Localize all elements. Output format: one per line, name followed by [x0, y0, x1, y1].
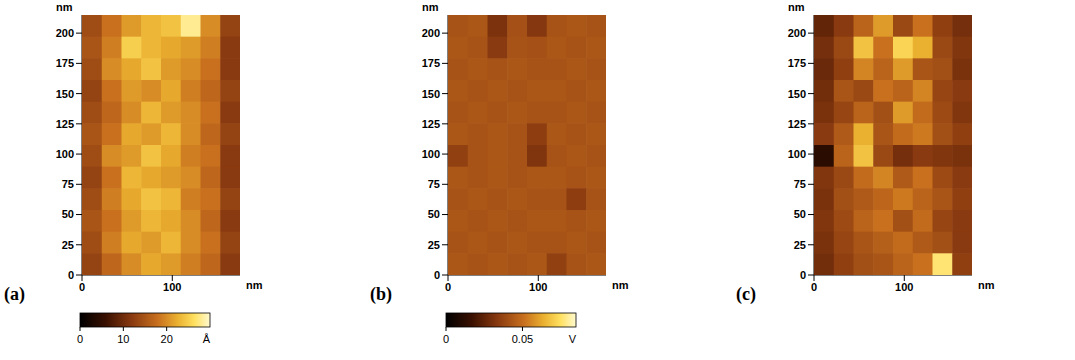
svg-text:20: 20: [161, 333, 173, 345]
svg-text:75: 75: [794, 178, 806, 190]
svg-text:200: 200: [422, 27, 440, 39]
svg-text:175: 175: [422, 57, 440, 69]
svg-text:100: 100: [56, 148, 74, 160]
html-text:(b): (b): [370, 284, 392, 304]
html-text:nm: nm: [612, 279, 629, 291]
svg-text:0: 0: [800, 269, 806, 281]
svg-text:0: 0: [68, 269, 74, 281]
svg-text:50: 50: [428, 208, 440, 220]
svg-text:25: 25: [62, 239, 74, 251]
svg-text:Å: Å: [203, 333, 211, 345]
svg-text:0: 0: [445, 281, 451, 293]
html-text:nm: nm: [56, 1, 73, 13]
svg-text:0: 0: [434, 269, 440, 281]
svg-text:125: 125: [788, 118, 806, 130]
svg-text:150: 150: [56, 88, 74, 100]
svg-text:75: 75: [62, 178, 74, 190]
html-text:(a): (a): [4, 284, 25, 304]
svg-text:100: 100: [529, 281, 547, 293]
html-text:nm: nm: [978, 279, 995, 291]
svg-text:150: 150: [422, 88, 440, 100]
html-text:nm: nm: [422, 1, 439, 13]
svg-text:150: 150: [788, 88, 806, 100]
svg-text:175: 175: [56, 57, 74, 69]
svg-text:75: 75: [428, 178, 440, 190]
svg-text:125: 125: [56, 118, 74, 130]
svg-text:25: 25: [794, 239, 806, 251]
svg-text:175: 175: [788, 57, 806, 69]
svg-text:V: V: [569, 333, 577, 345]
svg-text:100: 100: [422, 148, 440, 160]
html-text:nm: nm: [788, 1, 805, 13]
svg-text:25: 25: [428, 239, 440, 251]
svg-text:200: 200: [788, 27, 806, 39]
svg-text:50: 50: [794, 208, 806, 220]
html-text:nm: nm: [246, 279, 263, 291]
svg-text:125: 125: [422, 118, 440, 130]
svg-text:0: 0: [811, 281, 817, 293]
svg-text:100: 100: [788, 148, 806, 160]
svg-text:200: 200: [56, 27, 74, 39]
svg-text:100: 100: [895, 281, 913, 293]
svg-text:50: 50: [62, 208, 74, 220]
svg-text:10: 10: [117, 333, 129, 345]
html-text:(c): (c): [736, 284, 756, 304]
svg-text:0: 0: [77, 333, 83, 345]
svg-text:0.05: 0.05: [512, 333, 533, 345]
svg-text:0: 0: [79, 281, 85, 293]
svg-text:0: 0: [443, 333, 449, 345]
svg-text:100: 100: [163, 281, 181, 293]
